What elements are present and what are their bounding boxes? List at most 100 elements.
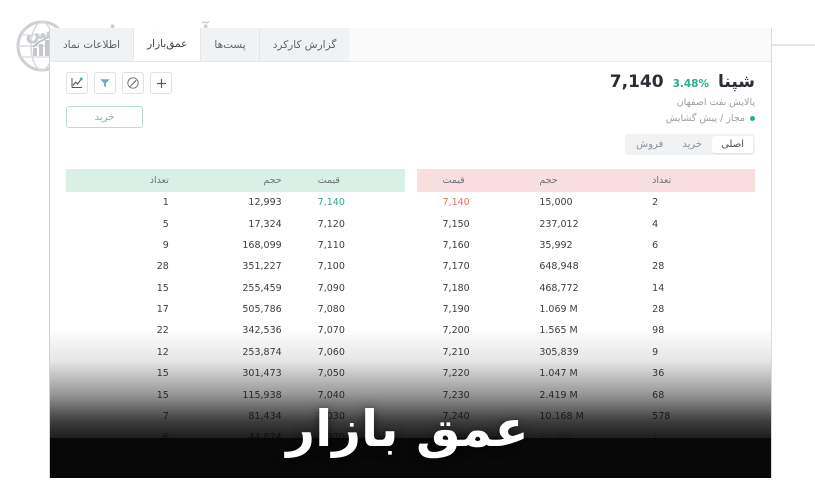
buy-cell-count: 12 [156,346,169,358]
buy-cell-price: 7,020 [317,432,345,444]
sell-table-row[interactable]: 6 35,992 7,160 [417,235,756,256]
sell-cell-price: 7,160 [442,239,470,251]
buy-table-row[interactable]: 7,080 505,786 17 [66,299,405,320]
buy-cell-count: 28 [156,261,169,273]
segment-main[interactable]: اصلی [712,136,753,153]
sell-cell-price: 7,230 [442,389,470,401]
buy-header-volume: حجم [263,175,282,186]
buy-table-row[interactable]: 7,040 115,938 15 [66,384,405,405]
sell-table-body: 2 15,000 7,140 4 237,012 7,150 6 35,992 7,160 28 6… [417,192,756,478]
segment-buy[interactable]: خرید [682,139,703,150]
sell-table-row[interactable]: 4 237,012 7,150 [417,213,756,234]
symbol-change-percent: 3.48% [672,78,710,90]
buy-cell-volume: 301,473 [242,368,282,380]
card-footer-link[interactable]: معاملات روز [492,462,537,472]
buy-table-row[interactable]: 7,050 301,473 15 [66,363,405,384]
buy-table-row[interactable]: 7,060 253,874 12 [66,342,405,363]
sell-cell-count: 98 [652,325,665,337]
sell-table-row[interactable]: 28 1.069 M 7,190 [417,299,756,320]
sell-table-row[interactable]: 14 468,772 7,180 [417,278,756,299]
buy-cell-price: 7,030 [317,410,345,422]
sell-cell-count: 36 [652,368,665,380]
symbol-last-price: 7,140 [609,72,664,92]
sell-cell-volume: 468,772 [539,282,579,294]
card-footer-link[interactable]: تاریخچه معاملات [408,462,467,472]
buy-table-row[interactable]: 7,090 255,459 15 [66,278,405,299]
sell-cell-price: 7,210 [442,346,470,358]
buy-table-header-row: قیمت حجم تعداد [66,169,405,192]
sell-table-row[interactable]: 98 1.565 M 7,200 [417,320,756,341]
symbol-status-row: مجاز / پیش گشایش [521,113,755,124]
sell-cell-volume: 20,000 [539,432,573,444]
sell-cell-price: 7,200 [442,325,470,337]
depth-view-segmented-control: اصلی خرید فروش [625,134,755,155]
symbol-title-row: شپنا 3.48% 7,140 [521,72,755,92]
top-navigation: گزارش کارکرد پست‌ها عمق‌بازار اطلاعات نم… [50,28,771,62]
buy-table-row[interactable]: 7,070 342,536 22 [66,320,405,341]
sell-cell-volume: 1.069 M [539,304,578,316]
buy-cell-count: 17 [156,304,169,316]
buy-cell-volume: 342,536 [242,325,282,337]
sell-header-price: قیمت [442,175,465,186]
symbol-company-name: پالایش نفت اصفهان [676,97,755,108]
sell-cell-price: 7,250 [442,432,470,444]
buy-table-row[interactable]: 7,110 168,099 9 [66,235,405,256]
buy-cell-count: 7 [162,410,169,422]
sell-cell-volume: 15,000 [539,197,573,209]
buy-cell-count: 1 [162,197,169,209]
sell-cell-volume: 1.047 M [539,368,578,380]
buy-cell-volume: 12,993 [248,197,282,209]
nav-tab-market-depth[interactable]: عمق‌بازار [133,28,201,61]
buy-cell-volume: 505,786 [242,304,282,316]
buy-cell-price: 7,040 [317,389,345,401]
buy-cell-volume: 351,227 [242,261,282,273]
nav-spacer [349,28,771,61]
buy-header-count: تعداد [149,175,169,186]
buy-button[interactable]: خرید [66,106,143,128]
sell-table-row[interactable]: 9 305,839 7,210 [417,342,756,363]
sell-table-row[interactable]: 28 648,948 7,170 [417,256,756,277]
buy-cell-price: 7,110 [317,239,345,251]
buy-table-row[interactable]: 7,120 17,324 5 [66,213,405,234]
buy-cell-count: 6 [162,432,169,444]
card-footer-link[interactable]: نمودار قیمت سهام [688,462,755,472]
buy-cell-volume: 17,324 [248,218,282,230]
sell-cell-count: 4 [652,218,659,230]
sell-orders-table: تعداد حجم قیمت 2 15,000 7,140 4 237,012 7,150… [416,169,756,478]
sell-table-row[interactable]: 1 20,000 7,250 [417,427,756,448]
symbol-status-label: مجاز / پیش گشایش [665,113,745,124]
sell-table-row[interactable]: 578 10.168 M 7,240 [417,406,756,427]
chart-icon[interactable] [66,72,88,94]
buy-cell-volume: 81,434 [248,410,282,422]
buy-cell-volume: 253,874 [242,346,282,358]
sell-cell-price: 7,240 [442,410,470,422]
sell-cell-volume: 35,992 [539,239,573,251]
sell-table-row[interactable]: 68 2.419 M 7,230 [417,384,756,405]
buy-cell-count: 9 [162,239,169,251]
buy-cell-price: 7,100 [317,261,345,273]
pen-icon[interactable] [122,72,144,94]
card-footer-link[interactable]: معاملات حقیقی حقوقی شپنا [562,462,663,472]
sell-cell-price: 7,220 [442,368,470,380]
filter-icon[interactable] [94,72,116,94]
nav-tab-symbol-info[interactable]: اطلاعات نماد [50,28,134,61]
buy-cell-count: 15 [156,282,169,294]
segment-sell[interactable]: فروش [636,139,664,150]
nav-tab-posts[interactable]: پست‌ها [200,28,259,61]
buy-table-row[interactable]: 7,020 44,824 6 [66,427,405,448]
card-footer-links: نمودار قیمت سهام معاملات حقیقی حقوقی شپنا… [66,462,755,472]
buy-cell-count: 5 [162,218,169,230]
nav-tab-performance-report[interactable]: گزارش کارکرد [258,28,350,61]
app-card: گزارش کارکرد پست‌ها عمق‌بازار اطلاعات نم… [50,28,772,478]
buy-cell-volume: 255,459 [242,282,282,294]
sell-cell-count: 9 [652,346,659,358]
buy-table-row[interactable]: 7,030 81,434 7 [66,406,405,427]
buy-cell-price: 7,060 [317,346,345,358]
sell-table-row[interactable]: 36 1.047 M 7,220 [417,363,756,384]
plus-icon[interactable] [150,72,172,94]
buy-table-row[interactable]: 7,140 12,993 1 [66,192,405,213]
sell-table-header-row: تعداد حجم قیمت [416,169,755,192]
buy-table-row[interactable]: 7,100 351,227 28 [66,256,405,277]
sell-cell-count: 1 [652,432,659,444]
sell-table-row[interactable]: 2 15,000 7,140 [417,192,756,213]
